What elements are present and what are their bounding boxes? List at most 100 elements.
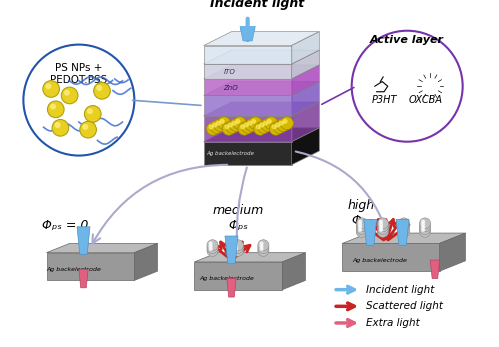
Polygon shape [204, 79, 291, 95]
Circle shape [233, 121, 236, 125]
Polygon shape [291, 32, 319, 64]
Circle shape [235, 242, 238, 245]
Circle shape [209, 125, 213, 129]
Polygon shape [291, 50, 319, 79]
Polygon shape [440, 233, 466, 271]
Text: Ag backelectrode: Ag backelectrode [47, 267, 102, 272]
Circle shape [356, 223, 367, 235]
Circle shape [398, 223, 410, 235]
Circle shape [380, 220, 382, 223]
Circle shape [257, 120, 270, 133]
Circle shape [380, 229, 382, 231]
Circle shape [398, 226, 410, 237]
Circle shape [277, 119, 290, 132]
Polygon shape [204, 65, 319, 79]
Polygon shape [195, 262, 282, 290]
Circle shape [80, 121, 96, 138]
Circle shape [52, 119, 69, 136]
Circle shape [222, 122, 235, 135]
Polygon shape [291, 102, 319, 142]
Circle shape [241, 125, 245, 129]
Text: Φₚₛ = 0: Φₚₛ = 0 [42, 219, 88, 232]
Polygon shape [204, 142, 291, 165]
Text: ITO: ITO [224, 69, 236, 75]
Circle shape [359, 223, 361, 226]
Circle shape [245, 123, 248, 127]
Circle shape [214, 119, 227, 132]
Circle shape [88, 109, 92, 113]
Circle shape [420, 226, 431, 237]
Circle shape [94, 83, 110, 99]
Circle shape [420, 218, 431, 229]
Text: high
Φₚₛ: high Φₚₛ [347, 199, 375, 227]
Circle shape [55, 123, 60, 127]
Circle shape [64, 90, 69, 95]
Circle shape [258, 243, 269, 254]
Circle shape [260, 247, 263, 250]
Polygon shape [204, 102, 319, 116]
Circle shape [401, 220, 404, 223]
Circle shape [207, 245, 218, 256]
Circle shape [258, 240, 269, 251]
Circle shape [61, 87, 78, 104]
Circle shape [422, 220, 425, 223]
Circle shape [209, 245, 212, 247]
Circle shape [83, 125, 88, 129]
Polygon shape [204, 116, 291, 142]
Text: PS NPs +
PEDOT:PSS: PS NPs + PEDOT:PSS [50, 63, 107, 85]
Polygon shape [46, 244, 158, 253]
Circle shape [252, 119, 255, 123]
Circle shape [249, 117, 262, 130]
Polygon shape [342, 233, 466, 244]
Circle shape [422, 223, 425, 226]
Circle shape [377, 223, 388, 235]
Polygon shape [204, 82, 319, 95]
Circle shape [235, 245, 238, 247]
Circle shape [235, 247, 238, 250]
Text: Scattered light: Scattered light [366, 301, 443, 311]
Circle shape [221, 119, 224, 123]
Text: ZnO: ZnO [223, 85, 238, 91]
Circle shape [401, 226, 404, 229]
Polygon shape [79, 269, 88, 288]
Circle shape [51, 104, 55, 109]
Polygon shape [134, 244, 158, 280]
Text: OXCBA: OXCBA [409, 95, 443, 105]
Circle shape [398, 218, 410, 229]
Circle shape [47, 101, 64, 118]
Text: P3HT: P3HT [371, 95, 397, 105]
Polygon shape [364, 219, 377, 245]
Circle shape [377, 221, 388, 232]
Circle shape [356, 218, 367, 229]
Text: Active layer: Active layer [370, 35, 444, 45]
Circle shape [377, 218, 388, 229]
Circle shape [209, 242, 212, 245]
Polygon shape [204, 32, 319, 45]
Circle shape [234, 117, 247, 130]
Circle shape [217, 121, 221, 125]
Polygon shape [396, 219, 409, 245]
Circle shape [238, 122, 251, 135]
Circle shape [420, 223, 431, 235]
Circle shape [43, 81, 59, 97]
Text: Extra light: Extra light [366, 318, 419, 328]
Circle shape [229, 123, 233, 127]
Circle shape [276, 123, 279, 127]
Circle shape [97, 86, 101, 90]
Circle shape [265, 117, 278, 130]
Polygon shape [239, 18, 257, 41]
Circle shape [242, 120, 254, 133]
Circle shape [233, 245, 244, 256]
Circle shape [280, 117, 293, 130]
Polygon shape [282, 253, 305, 290]
Circle shape [398, 221, 410, 232]
Polygon shape [430, 260, 440, 279]
Text: Ag backelectrode: Ag backelectrode [200, 277, 254, 281]
Circle shape [225, 125, 229, 129]
Polygon shape [204, 128, 319, 142]
Polygon shape [204, 45, 291, 64]
Circle shape [230, 119, 243, 132]
Polygon shape [291, 65, 319, 95]
Text: Ag backelectrode: Ag backelectrode [206, 151, 254, 156]
Circle shape [248, 121, 252, 125]
